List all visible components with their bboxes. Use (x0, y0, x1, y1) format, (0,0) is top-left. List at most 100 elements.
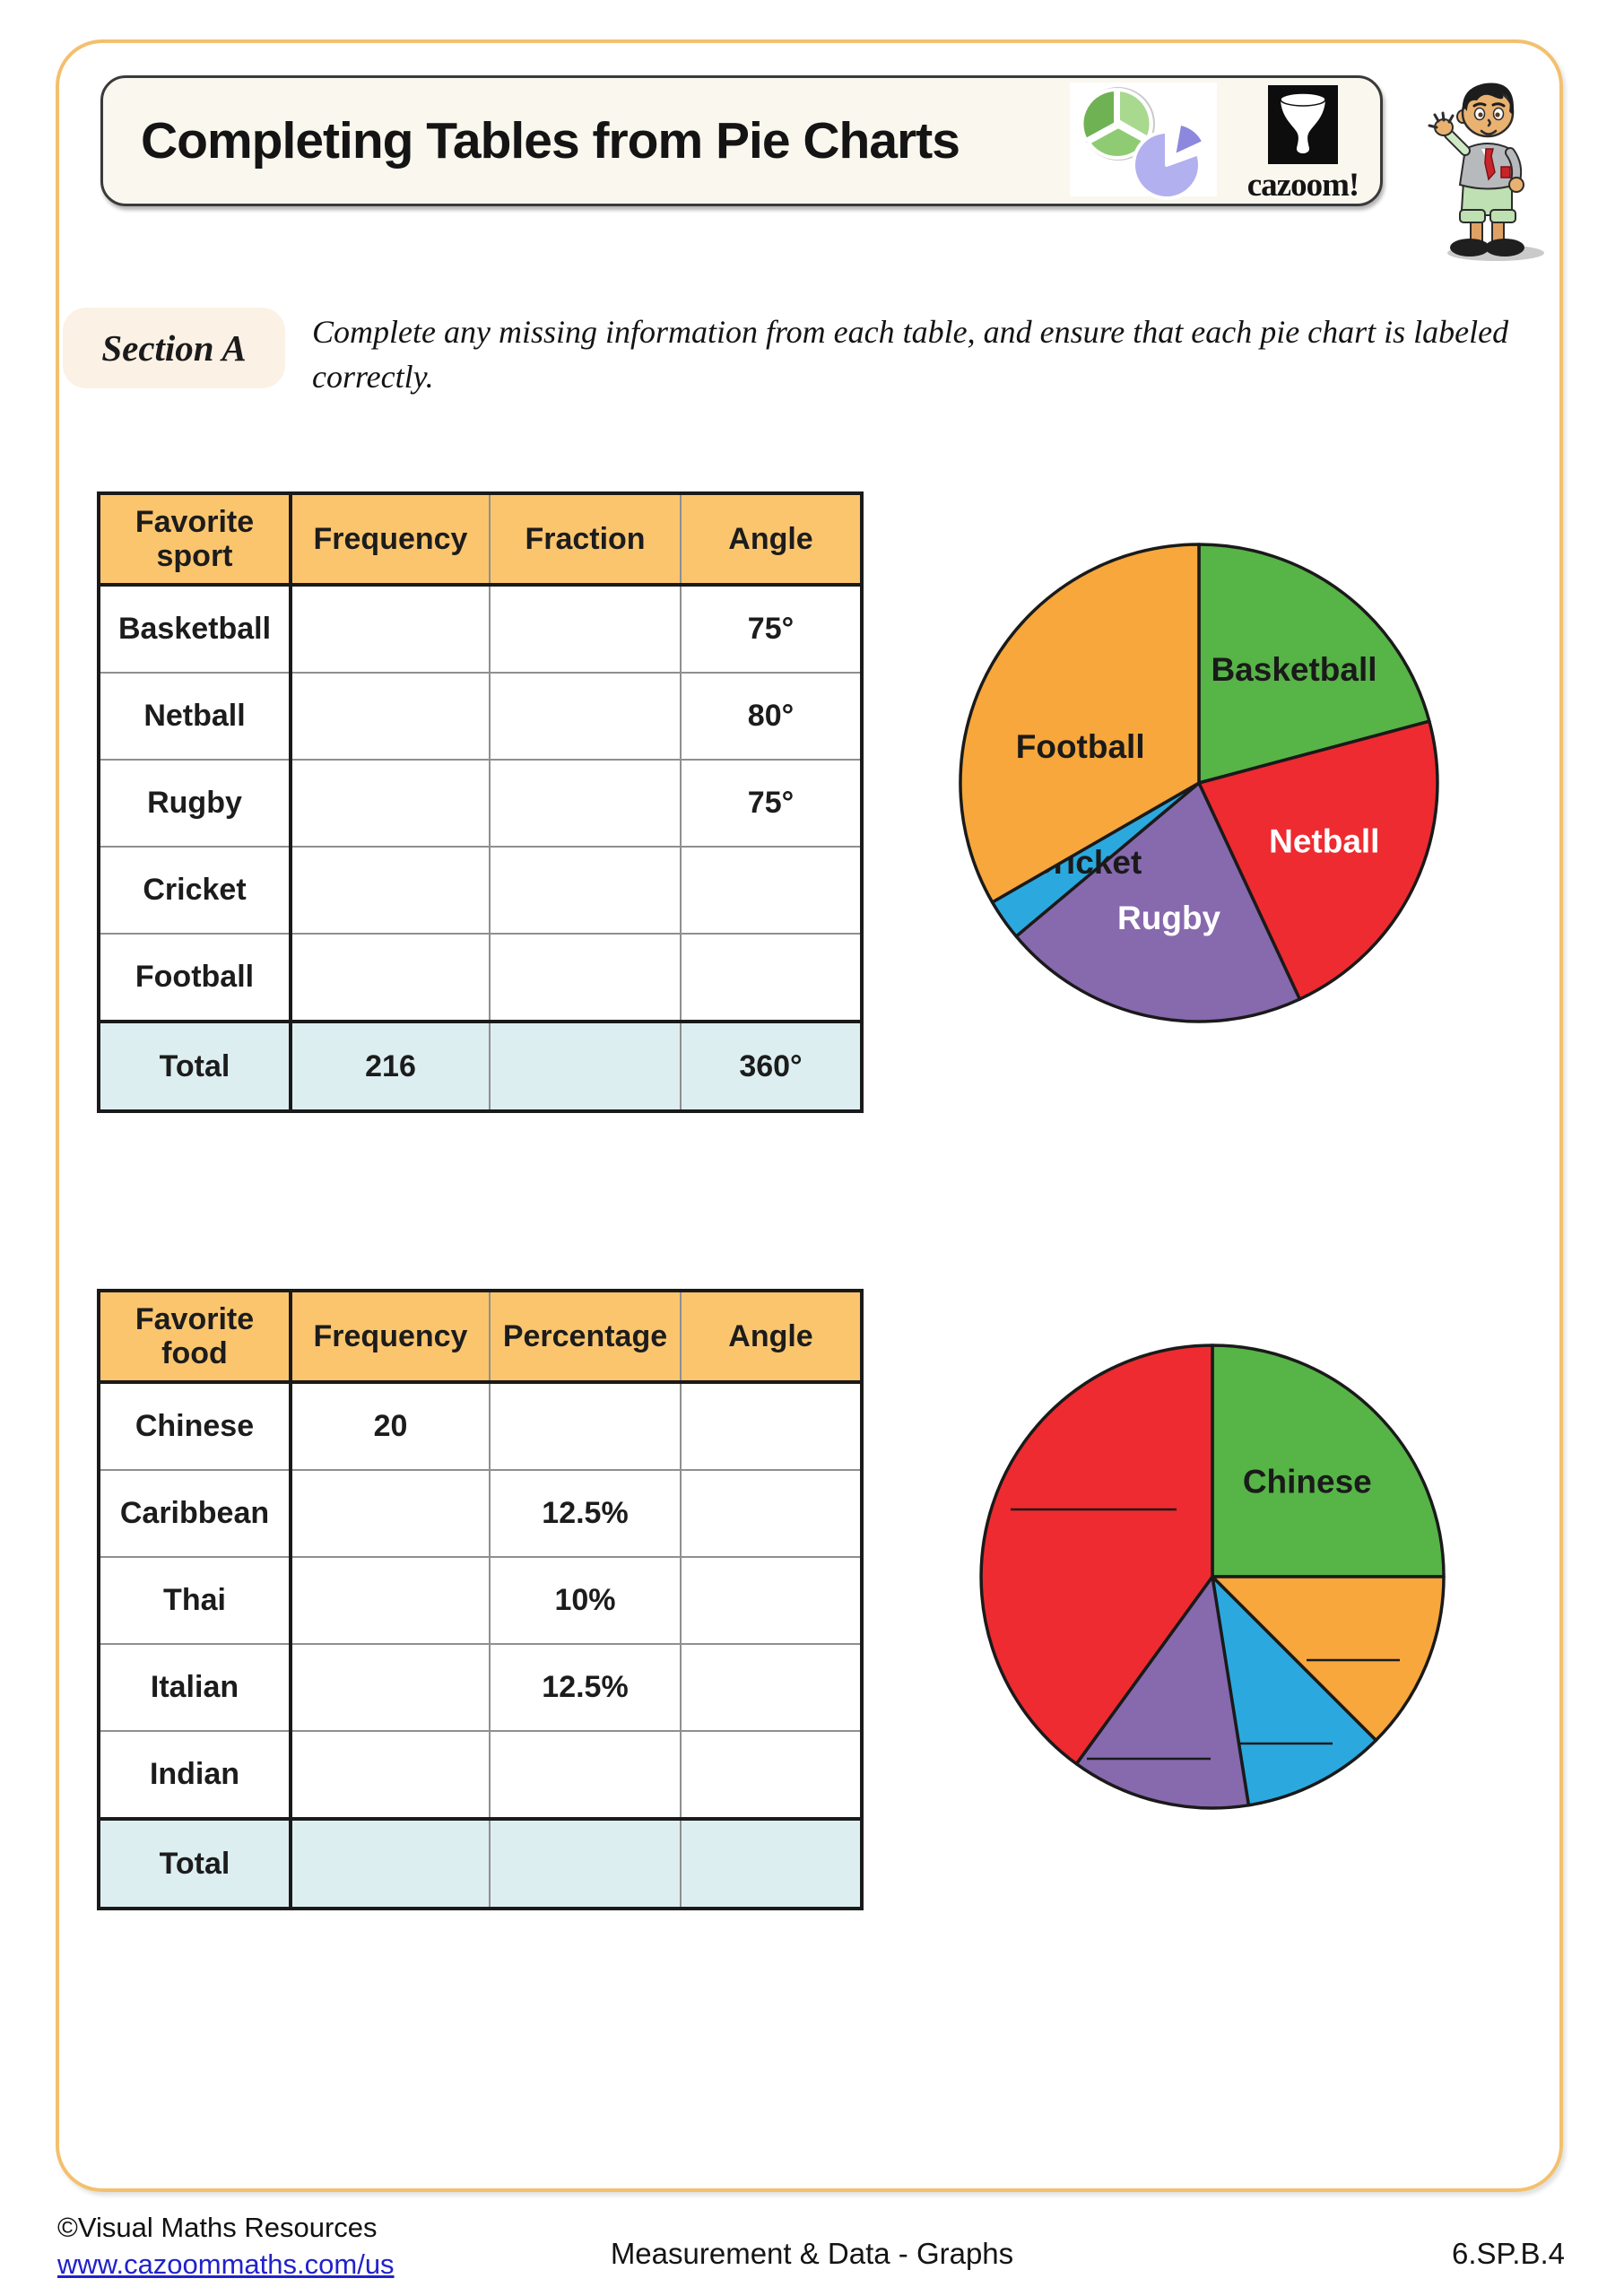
header-row: Favorite food Frequency Percentage Angle (98, 1290, 863, 1384)
student-character-illustration (1428, 83, 1544, 261)
table-row: Thai 10% (98, 1556, 863, 1645)
blank-answer-cell (290, 1469, 491, 1558)
section-label: Section A (101, 327, 247, 369)
section-badge: Section A (63, 308, 285, 388)
blank-answer-cell (680, 1643, 863, 1732)
copyright-text: ©Visual Maths Resources (57, 2212, 378, 2243)
pie-label-chinese: Chinese (1243, 1464, 1372, 1500)
pie-segment-unlabeled (1211, 1575, 1378, 1807)
row-label: Cricket (98, 846, 292, 935)
favorite-food-pie-chart: Chinese (979, 1344, 1446, 1810)
blank-answer-cell (290, 933, 491, 1022)
row-label: Total (98, 1817, 292, 1909)
column-header: Frequency (290, 492, 491, 587)
row-label: Caribbean (98, 1469, 292, 1558)
column-header: Angle (680, 1290, 863, 1384)
blank-answer-cell (680, 846, 863, 935)
pie-segment-rugby (1014, 781, 1302, 1023)
value-cell: 20 (290, 1381, 491, 1471)
blank-answer-cell (489, 759, 682, 848)
pie-segment-chinese (1211, 1344, 1446, 1578)
value-cell: 80° (680, 672, 863, 761)
cazoom-logo: cazoom! (1235, 85, 1371, 204)
blank-answer-cell (489, 1817, 682, 1909)
purple-pie-icon (1132, 121, 1206, 200)
column-header: Percentage (489, 1290, 682, 1384)
row-label: Basketball (98, 584, 292, 674)
pie-segment-unlabeled (979, 1344, 1214, 1766)
blank-answer-cell (489, 846, 682, 935)
table-row: Caribbean 12.5% (98, 1469, 863, 1558)
pie-label-netball: Netball (1269, 823, 1379, 860)
row-label: Chinese (98, 1381, 292, 1471)
pie-label-rugby: Rugby (1117, 900, 1221, 936)
standard-code: 6.SP.B.4 (1452, 2237, 1565, 2270)
blank-answer-cell (489, 933, 682, 1022)
footer-topic: Measurement & Data - Graphs (610, 2237, 1014, 2270)
value-cell: 75° (680, 759, 863, 848)
value-cell: 216 (290, 1020, 491, 1112)
pie-segment-basketball (1197, 543, 1431, 785)
favorite-sport-table: Favorite sport Frequency Fraction Angle Bask… (97, 491, 864, 1113)
row-label: Indian (98, 1730, 292, 1820)
favorite-food-table: Favorite food Frequency Percentage Angle Chi… (97, 1289, 864, 1910)
blank-answer-cell (680, 1817, 863, 1909)
pie-label-football: Football (1016, 728, 1145, 765)
value-cell: 360° (680, 1020, 863, 1112)
row-label: Total (98, 1020, 292, 1112)
favorite-food-table-host: Favorite food Frequency Percentage Angle Chi… (97, 1289, 864, 1910)
table-row: Rugby 75° (98, 759, 863, 848)
blank-answer-cell (290, 759, 491, 848)
column-header: Favorite food (98, 1290, 292, 1384)
table-row: Italian 12.5% (98, 1643, 863, 1732)
pie-segment-unlabeled (1211, 1575, 1446, 1743)
blank-answer-cell (489, 672, 682, 761)
row-label: Thai (98, 1556, 292, 1645)
page-border (56, 39, 1563, 2192)
blank-answer-cell (489, 1381, 682, 1471)
row-label: Rugby (98, 759, 292, 848)
blank-answer-cell (290, 1643, 491, 1732)
green-pie-icon (1080, 87, 1155, 161)
instructions-text: Complete any missing information from ea… (312, 314, 1509, 395)
blank-answer-cell (290, 672, 491, 761)
pie-segment-football (959, 543, 1201, 904)
pie-segment-unlabeled (1074, 1575, 1251, 1810)
row-label: Netball (98, 672, 292, 761)
row-label: Italian (98, 1643, 292, 1732)
total-row: Total 216 360° (98, 1020, 863, 1112)
title-bar: Completing Tables from Pie Charts cazoom… (100, 75, 1383, 206)
blank-answer-cell (290, 584, 491, 674)
blank-answer-cell (680, 933, 863, 1022)
header-row: Favorite sport Frequency Fraction Angle (98, 492, 863, 587)
table-row: Netball 80° (98, 672, 863, 761)
website-link[interactable]: www.cazoommaths.com/us (57, 2248, 395, 2280)
blank-answer-cell (489, 584, 682, 674)
table-row: Football (98, 933, 863, 1022)
pie-label-basketball: Basketball (1211, 651, 1376, 688)
drum-icon (1268, 85, 1338, 164)
blank-answer-cell (680, 1469, 863, 1558)
favorite-sport-table-host: Favorite sport Frequency Fraction Angle Bask… (97, 491, 864, 1113)
blank-answer-cell (680, 1381, 863, 1471)
total-row: Total (98, 1817, 863, 1909)
table-row: Indian (98, 1730, 863, 1820)
blank-answer-cell (680, 1556, 863, 1645)
blank-answer-cell (290, 846, 491, 935)
column-header: Frequency (290, 1290, 491, 1384)
pie-chart-icons (1070, 83, 1217, 200)
column-header: Favorite sport (98, 492, 292, 587)
table-row: Chinese 20 (98, 1381, 863, 1471)
value-cell: 12.5% (489, 1469, 682, 1558)
blank-answer-cell (680, 1730, 863, 1820)
pie-segment-netball (1197, 719, 1439, 1001)
blank-answer-cell (290, 1730, 491, 1820)
page-title: Completing Tables from Pie Charts (141, 112, 960, 170)
blank-answer-cell (489, 1020, 682, 1112)
column-header: Fraction (489, 492, 682, 587)
row-label: Football (98, 933, 292, 1022)
value-cell: 10% (489, 1556, 682, 1645)
value-cell: 12.5% (489, 1643, 682, 1732)
blank-answer-cell (489, 1730, 682, 1820)
